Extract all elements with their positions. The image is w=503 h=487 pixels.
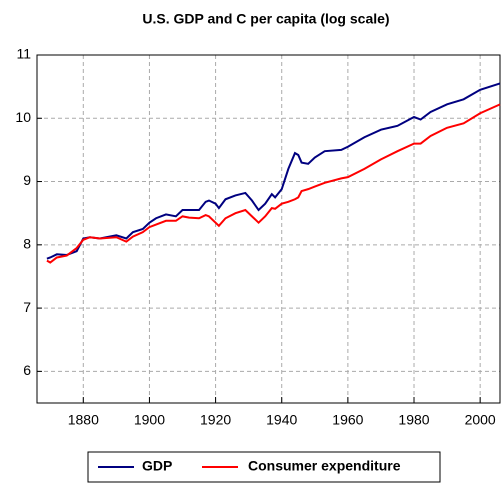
y-tick-label: 8	[23, 236, 31, 252]
y-tick-label: 10	[15, 109, 31, 125]
y-tick-label: 11	[16, 46, 31, 62]
chart-title: U.S. GDP and C per capita (log scale)	[142, 11, 389, 27]
legend-label: Consumer expenditure	[248, 458, 401, 474]
legend: GDP Consumer expenditure	[87, 451, 441, 483]
plot-frame	[36, 54, 501, 404]
line	[46, 103, 501, 264]
y-tick-label: 9	[23, 172, 31, 188]
y-tick-label: 7	[23, 299, 31, 315]
y-tick-label: 6	[23, 362, 31, 378]
x-tick-label: 1900	[134, 412, 165, 428]
x-tick-label: 1940	[266, 412, 297, 428]
legend-box	[87, 451, 441, 483]
x-tick-label: 1980	[398, 412, 429, 428]
x-tick-label: 1880	[68, 412, 99, 428]
x-tick-label: 1920	[200, 412, 231, 428]
line	[46, 82, 501, 260]
x-tick-label: 2000	[465, 412, 496, 428]
legend-label: GDP	[142, 458, 172, 474]
x-tick-label: 1960	[332, 412, 363, 428]
